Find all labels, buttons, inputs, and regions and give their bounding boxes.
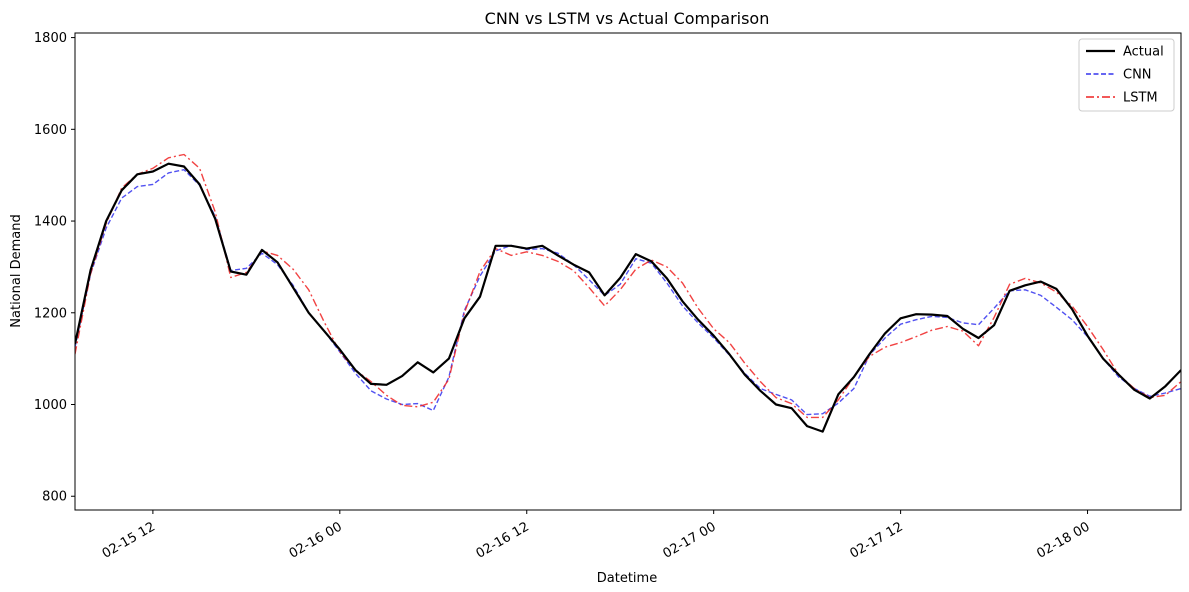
y-tick-label: 1000 [34, 398, 67, 413]
legend: Actual CNN LSTM [1078, 38, 1175, 112]
plot-area-frame [74, 32, 1182, 511]
y-axis-label: National Demand [9, 214, 24, 327]
legend-label-actual: Actual [1123, 45, 1164, 60]
series-line-actual [75, 162, 1181, 433]
series-layer [75, 153, 1181, 433]
legend-box [1078, 38, 1175, 112]
legend-label-cnn: CNN [1123, 68, 1152, 83]
x-axis-label: Datetime [597, 571, 657, 586]
y-tick-label: 800 [42, 490, 67, 505]
chart-title: CNN vs LSTM vs Actual Comparison [485, 9, 770, 28]
y-tick-label: 1800 [34, 31, 67, 46]
y-axis-ticks: 800 1000 1200 1400 1600 1800 [34, 31, 75, 505]
series-line-cnn [75, 169, 1181, 416]
legend-label-lstm: LSTM [1123, 91, 1158, 106]
y-tick-label: 1200 [34, 306, 67, 321]
y-tick-label: 1600 [34, 123, 67, 138]
y-tick-label: 1400 [34, 215, 67, 230]
